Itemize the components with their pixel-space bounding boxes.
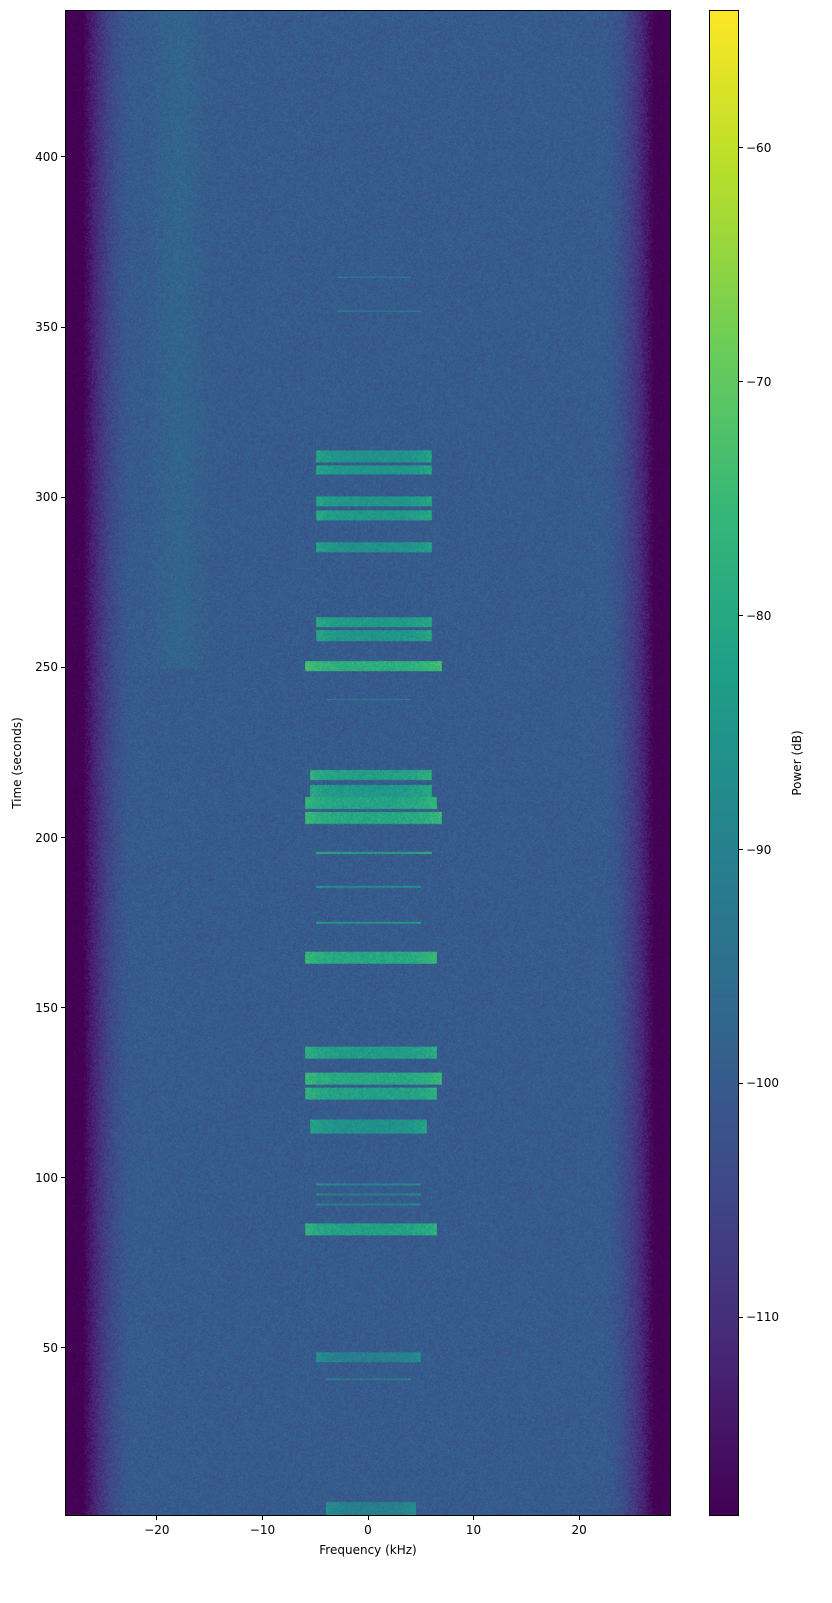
spectrogram-heatmap: [66, 11, 670, 1515]
y-tick: [61, 156, 65, 158]
y-tick-label: 400: [35, 149, 58, 164]
colorbar-tick-label: −100: [746, 1076, 779, 1091]
spectrogram-plot-area: [65, 10, 671, 1516]
colorbar-tick: [739, 615, 743, 617]
y-tick: [61, 666, 65, 668]
x-tick-label: 10: [465, 1523, 482, 1537]
y-tick: [61, 496, 65, 498]
colorbar-tick-label: −110: [746, 1310, 779, 1325]
y-tick-label: 250: [35, 660, 58, 675]
colorbar-tick: [739, 1316, 743, 1318]
y-tick-label: 350: [35, 320, 58, 335]
colorbar-tick-label: −70: [746, 374, 772, 389]
y-tick: [61, 326, 65, 328]
y-tick: [61, 837, 65, 839]
x-axis-label: Frequency (kHz): [319, 1543, 417, 1557]
y-tick: [61, 1347, 65, 1349]
x-tick-label: 20: [571, 1523, 587, 1537]
colorbar-tick: [739, 849, 743, 851]
y-axis-label: Time (seconds): [10, 717, 24, 809]
colorbar: [709, 10, 739, 1516]
colorbar-tick-label: −90: [746, 842, 772, 857]
x-tick: [473, 1516, 475, 1520]
colorbar-tick: [739, 1082, 743, 1084]
x-tick-label: 0: [364, 1523, 372, 1537]
x-tick: [156, 1516, 158, 1520]
colorbar-gradient: [710, 11, 738, 1515]
colorbar-tick-label: −60: [746, 140, 772, 155]
x-tick-label: −20: [144, 1523, 170, 1537]
y-tick: [61, 1007, 65, 1009]
x-tick-label: −10: [249, 1523, 276, 1537]
y-tick: [61, 1177, 65, 1179]
x-tick: [367, 1516, 369, 1520]
x-tick: [578, 1516, 580, 1520]
y-tick-label: 50: [42, 1340, 58, 1355]
colorbar-tick: [739, 381, 743, 383]
y-tick-label: 300: [35, 490, 58, 505]
colorbar-tick-label: −80: [746, 608, 772, 623]
colorbar-tick: [739, 147, 743, 149]
y-tick-label: 200: [35, 830, 58, 845]
colorbar-label: Power (dB): [790, 730, 804, 796]
y-tick-label: 100: [35, 1170, 58, 1185]
x-tick: [261, 1516, 263, 1520]
y-tick-label: 150: [35, 1000, 58, 1015]
